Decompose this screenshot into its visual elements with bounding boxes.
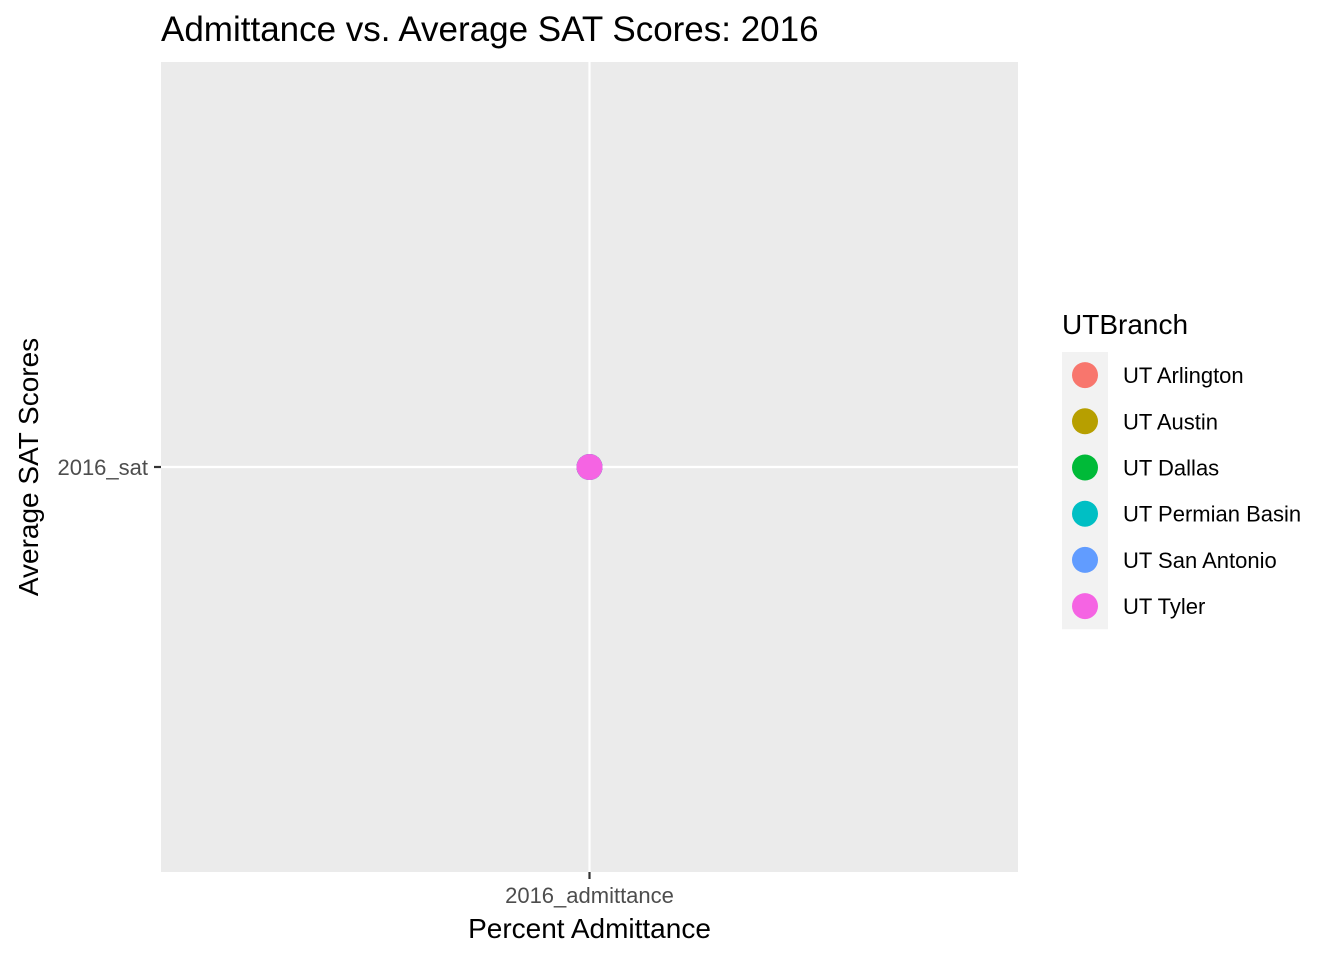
legend-key	[1072, 593, 1098, 620]
data-points	[576, 454, 603, 480]
y-tick-label: 2016_sat	[57, 455, 148, 480]
legend-key	[1072, 546, 1098, 573]
legend-label: UT San Antonio	[1123, 548, 1277, 573]
legend-key	[1072, 500, 1098, 527]
chart-title: Admittance vs. Average SAT Scores: 2016	[161, 10, 819, 49]
y-axis-title: Average SAT Scores	[13, 338, 44, 596]
legend-key	[1072, 454, 1098, 481]
legend-key-background	[1062, 352, 1108, 630]
legend-title: UTBranch	[1062, 309, 1188, 340]
legend-items: UT Arlington UT Austin UT Dallas UT Permian…	[1062, 352, 1301, 630]
legend-label: UT Tyler	[1123, 594, 1205, 619]
data-point	[576, 454, 603, 480]
legend-key	[1072, 408, 1098, 435]
x-axis-ticks: 2016_admittance	[505, 872, 674, 908]
x-tick-label: 2016_admittance	[505, 883, 674, 908]
x-axis-title: Percent Admittance	[468, 913, 711, 944]
legend-key	[1072, 362, 1098, 389]
legend-label: UT Arlington	[1123, 363, 1244, 388]
legend-label: UT Austin	[1123, 409, 1218, 434]
legend-label: UT Permian Basin	[1123, 502, 1301, 527]
legend-label: UT Dallas	[1123, 456, 1219, 481]
y-axis-ticks: 2016_sat	[57, 455, 161, 480]
